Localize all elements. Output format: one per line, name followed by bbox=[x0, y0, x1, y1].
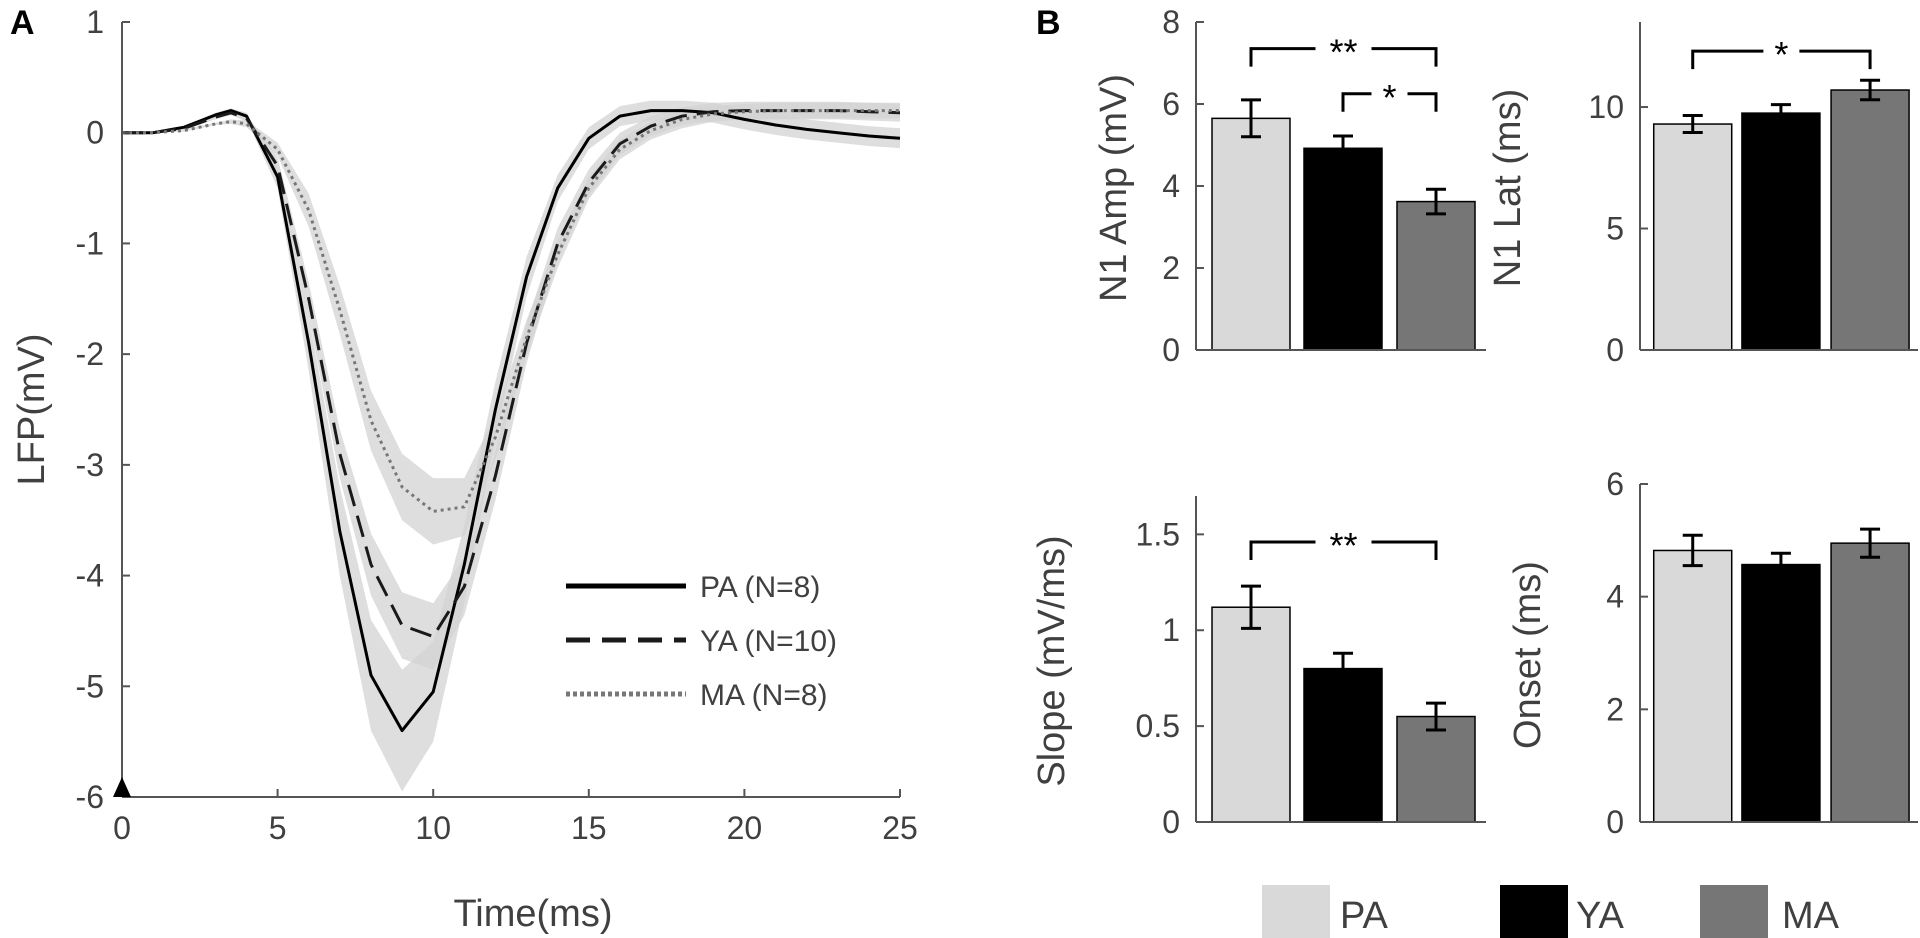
y-tick-label: 6 bbox=[1162, 86, 1180, 122]
bar-ma bbox=[1396, 200, 1476, 351]
legend-swatch-ya bbox=[1500, 885, 1568, 938]
bar-ya bbox=[1303, 147, 1383, 351]
y-tick-label: -4 bbox=[76, 558, 104, 594]
legend-label-ma: MA bbox=[1782, 895, 1840, 937]
panel-label-a: A bbox=[10, 4, 35, 42]
bar-pa bbox=[1211, 606, 1291, 823]
significance-bracket bbox=[1691, 49, 1872, 70]
bar-pa bbox=[1211, 117, 1291, 351]
significance-label: * bbox=[1774, 34, 1788, 75]
significance-label: * bbox=[1382, 77, 1396, 118]
y-tick-label: 0 bbox=[1606, 804, 1624, 840]
significance-label: ** bbox=[1329, 32, 1357, 73]
legend-label-pa: PA bbox=[1340, 895, 1389, 937]
y-tick-label: 1 bbox=[1162, 612, 1180, 648]
series-line-ma bbox=[122, 109, 900, 513]
y-tick-label: 10 bbox=[1588, 89, 1624, 125]
y-tick-label: 6 bbox=[1606, 466, 1624, 502]
legend-swatch-pa bbox=[1262, 885, 1330, 938]
y-tick-label: 8 bbox=[1162, 4, 1180, 40]
y-tick-label: 4 bbox=[1606, 579, 1624, 615]
series-line-pa bbox=[122, 109, 901, 733]
legend-label-ya: YA bbox=[1576, 895, 1625, 937]
y-tick-label: 5 bbox=[1606, 211, 1624, 247]
bar-ya bbox=[1741, 563, 1821, 823]
y-tick-label: 2 bbox=[1162, 250, 1180, 286]
y-tick-label: 0 bbox=[1162, 332, 1180, 368]
x-tick-label: 5 bbox=[269, 810, 287, 846]
panel-a-line-chart: A 10-1-2-3-4-5-60 5 10 15 20 25Time(ms)LFP(mV)… bbox=[10, 4, 918, 935]
bar-ma bbox=[1830, 89, 1910, 351]
x-axis-label: Time(ms) bbox=[454, 893, 613, 935]
y-tick-label: -2 bbox=[76, 336, 104, 372]
panel-label-b: B bbox=[1036, 4, 1061, 42]
y-axis-label: N1 Amp (mV) bbox=[1093, 74, 1135, 302]
x-tick-label: 0 bbox=[113, 810, 131, 846]
x-tick-label: 10 bbox=[415, 810, 451, 846]
y-tick-label: 1 bbox=[86, 4, 104, 40]
significance-label: ** bbox=[1329, 525, 1357, 566]
y-tick-label: -6 bbox=[76, 779, 104, 815]
legend-label: MA (N=8) bbox=[700, 679, 828, 712]
bar-chart-onset-ms: 0 2 4 6 Onset (ms) bbox=[1507, 466, 1918, 840]
stimulus-marker-icon bbox=[113, 777, 131, 797]
significance-bracket bbox=[1249, 540, 1438, 561]
y-tick-label: -3 bbox=[76, 447, 104, 483]
legend-label: YA (N=10) bbox=[700, 625, 837, 658]
y-axis-label: Onset (ms) bbox=[1507, 561, 1549, 749]
y-tick-label: 0 bbox=[1162, 804, 1180, 840]
y-tick-label: -5 bbox=[76, 668, 104, 704]
y-tick-label: -1 bbox=[76, 225, 104, 261]
bar-pa bbox=[1652, 549, 1733, 823]
bar-chart-slope-mv/ms: 0 0.5 1 1.5 ** Slope (mV/ms) bbox=[1031, 496, 1486, 840]
bar-ya bbox=[1741, 112, 1821, 351]
bar-chart-n1-lat: 0 5 10 * N1 Lat (ms) bbox=[1487, 22, 1918, 368]
y-tick-label: 0 bbox=[1606, 332, 1624, 368]
bar-pa bbox=[1652, 123, 1733, 351]
x-tick-label: 25 bbox=[882, 810, 918, 846]
y-tick-label: 4 bbox=[1162, 168, 1180, 204]
panel-b-legend: PA YA MA bbox=[1262, 885, 1840, 938]
legend-swatch-ma bbox=[1700, 885, 1768, 938]
significance-bracket bbox=[1249, 47, 1438, 67]
legend-label: PA (N=8) bbox=[700, 571, 820, 604]
x-tick-label: 15 bbox=[571, 810, 607, 846]
y-tick-label: 0.5 bbox=[1136, 708, 1180, 744]
bar-ya bbox=[1303, 667, 1383, 823]
bar-ma bbox=[1396, 715, 1476, 823]
y-tick-label: 0 bbox=[86, 115, 104, 151]
x-tick-label: 20 bbox=[727, 810, 763, 846]
bar-ma bbox=[1830, 542, 1910, 823]
significance-bracket bbox=[1341, 92, 1438, 112]
y-axis-label: N1 Lat (ms) bbox=[1487, 89, 1529, 287]
y-tick-label: 2 bbox=[1606, 691, 1624, 727]
y-tick-label: 1.5 bbox=[1136, 516, 1180, 552]
y-axis-label: Slope (mV/ms) bbox=[1031, 535, 1073, 786]
y-axis-label: LFP(mV) bbox=[11, 334, 53, 486]
